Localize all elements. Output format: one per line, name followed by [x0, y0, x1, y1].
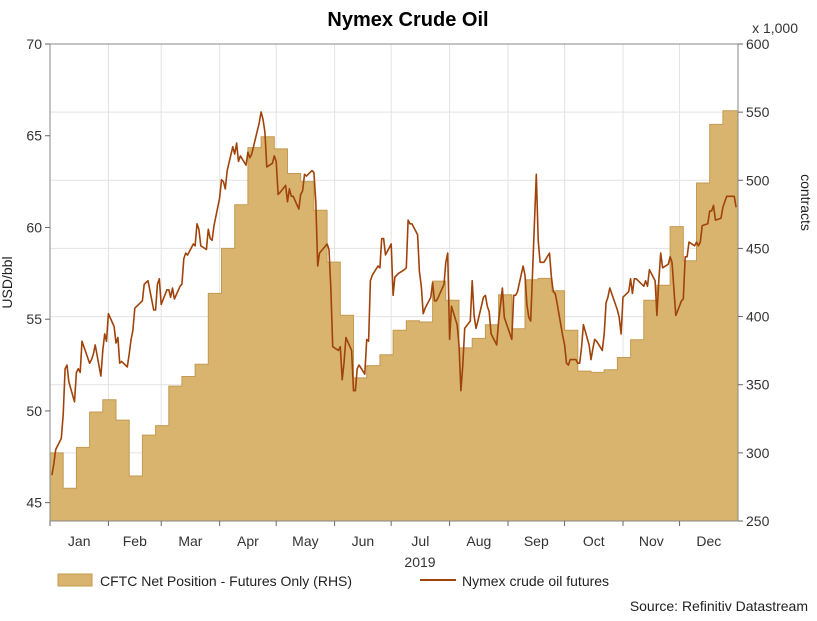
right-axis-unit: x 1,000	[752, 20, 798, 36]
x-tick-label: Nov	[639, 533, 664, 549]
left-tick-label: 70	[26, 36, 42, 52]
x-tick-label: Aug	[466, 533, 491, 549]
left-tick-label: 55	[26, 311, 42, 327]
chart-title: Nymex Crude Oil	[327, 9, 488, 31]
x-tick-label: Jun	[352, 533, 375, 549]
right-axis-ticks: 250 300 350 400 450 500 550 600	[738, 36, 770, 529]
right-tick-label: 500	[746, 172, 770, 188]
right-tick-label: 600	[746, 36, 770, 52]
legend-swatch-cftc	[57, 573, 93, 587]
right-tick-label: 350	[746, 377, 770, 393]
x-tick-label: Sep	[524, 533, 549, 549]
nymex-line-path	[51, 111, 737, 476]
right-tick-label: 300	[746, 445, 770, 461]
right-tick-label: 250	[746, 513, 770, 529]
left-tick-label: 60	[26, 219, 42, 235]
source-note: Source: Refinitiv Datastream	[630, 598, 808, 614]
left-tick-label: 45	[26, 495, 42, 511]
x-tick-label: Apr	[237, 533, 259, 549]
x-tick-label: May	[292, 533, 318, 549]
legend: CFTC Net Position - Futures Only (RHS) N…	[57, 573, 609, 589]
left-tick-label: 50	[26, 403, 42, 419]
x-tick-label: Jul	[411, 533, 429, 549]
plot-area	[49, 43, 739, 522]
right-tick-label: 550	[746, 104, 770, 120]
x-tick-label: Dec	[696, 533, 721, 549]
x-tick-label: Jan	[68, 533, 91, 549]
right-axis-label: contracts	[798, 174, 814, 231]
cftc-area-path	[49, 110, 739, 522]
left-tick-label: 65	[26, 128, 42, 144]
x-tick-label: Mar	[178, 533, 202, 549]
left-axis-ticks: 45 50 55 60 65 70	[26, 36, 50, 511]
left-axis-label: USD/bbl	[0, 256, 15, 308]
right-tick-label: 400	[746, 309, 770, 325]
x-axis-ticks: Jan Feb Mar Apr May Jun Jul Aug Sep Oct Nov Dec	[49, 521, 721, 549]
legend-label-cftc: CFTC Net Position - Futures Only (RHS)	[100, 573, 352, 589]
plot-frame	[49, 43, 739, 522]
legend-label-nymex: Nymex crude oil futures	[462, 573, 609, 589]
cftc-net-position-area	[49, 110, 739, 522]
nymex-futures-line	[51, 111, 737, 476]
x-tick-label: Oct	[583, 533, 605, 549]
x-tick-label: Feb	[123, 533, 147, 549]
year-label: 2019	[404, 554, 435, 570]
right-tick-label: 450	[746, 240, 770, 256]
